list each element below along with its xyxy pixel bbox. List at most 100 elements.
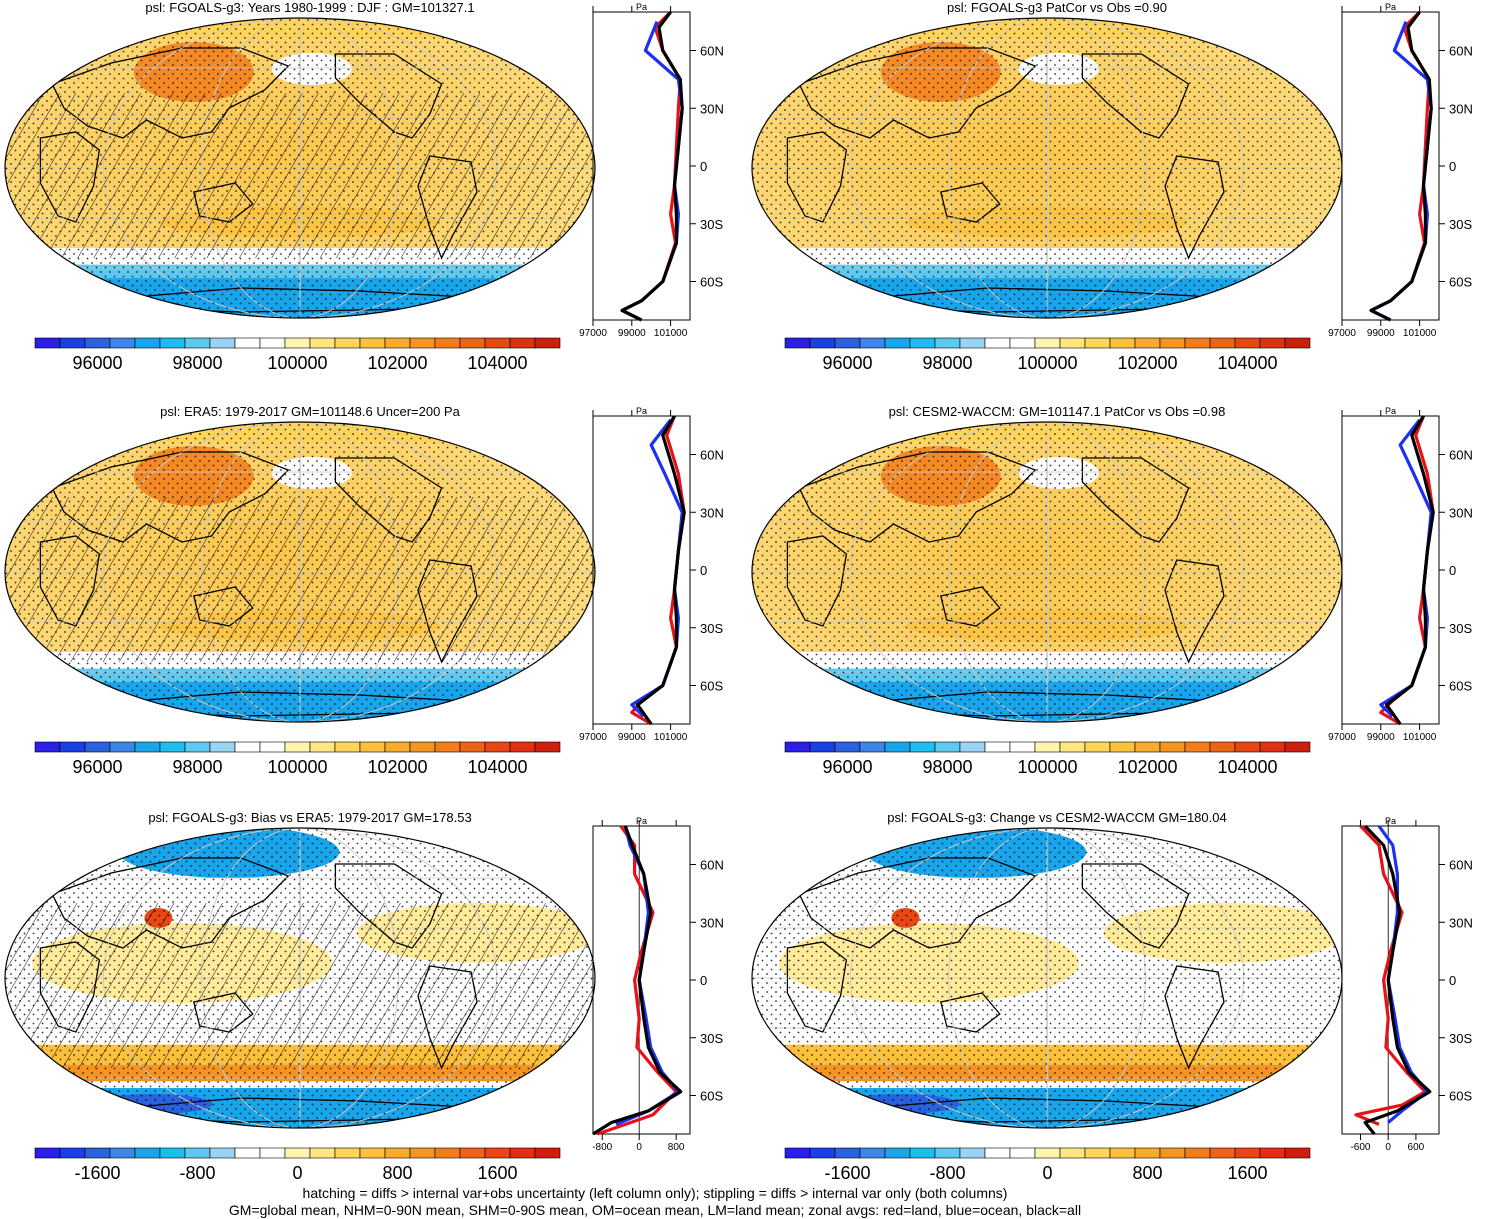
colorbar-swatch: [1084, 337, 1111, 349]
colorbar-swatch: [384, 741, 411, 753]
colorbar-swatch: [334, 337, 361, 349]
colorbar-tick-label: 0: [292, 1163, 302, 1183]
colorbar-swatch: [109, 337, 136, 349]
colorbar-swatch: [784, 741, 811, 753]
colorbar-swatch: [1009, 337, 1036, 349]
colorbar-swatch: [209, 1147, 236, 1159]
stippling: [752, 828, 1342, 1128]
colorbar-tick-label: 96000: [72, 757, 122, 777]
colorbar-swatch: [834, 1147, 861, 1159]
colorbar-swatch: [1159, 741, 1186, 753]
zonal-y-tick-label: 60N: [700, 858, 724, 873]
zonal-y-tick-label: 30S: [700, 621, 723, 636]
colorbar-swatch: [109, 1147, 136, 1159]
colorbar-swatch: [159, 1147, 186, 1159]
zonal-series-land: [1354, 824, 1427, 1126]
colorbar-swatch: [534, 337, 561, 349]
zonal-y-tick-label: 60S: [700, 679, 723, 694]
colorbar-swatch: [134, 741, 161, 753]
colorbar-swatch: [209, 741, 236, 753]
zonal-x-tick-label: 101000: [654, 328, 688, 339]
colorbar-swatch: [1184, 741, 1211, 753]
colorbar-tick-label: 102000: [367, 757, 427, 777]
colorbar-swatch: [1209, 1147, 1236, 1159]
zonal-y-tick-label: 60S: [1449, 679, 1472, 694]
zonal-x-tick-label: -600: [1350, 1142, 1370, 1153]
colorbar-swatch: [1284, 1147, 1311, 1159]
colorbar-swatch: [134, 337, 161, 349]
zonal-x-axis-label: Pa: [1385, 816, 1396, 826]
colorbar-swatch: [859, 1147, 886, 1159]
map-panel-1: [4, 17, 596, 319]
colorbar-swatch: [84, 1147, 111, 1159]
zonal-series-all: [620, 11, 684, 322]
colorbar-swatch: [459, 337, 486, 349]
colorbar-swatch: [384, 337, 411, 349]
colorbar-swatch: [1184, 337, 1211, 349]
colorbar-tick-label: 800: [1132, 1163, 1162, 1183]
colorbar-tick-label: 104000: [467, 353, 527, 373]
zonal-x-axis-label: Pa: [636, 816, 647, 826]
colorbar-2: 96000 98000 100000 102000 104000: [784, 337, 1311, 373]
zonal-y-tick-label: 30N: [700, 101, 724, 116]
colorbar-tick-label: 104000: [1217, 353, 1277, 373]
panel-title-5: psl: FGOALS-g3: Bias vs ERA5: 1979-2017 …: [148, 810, 471, 825]
footnote-line-2: GM=global mean, NHM=0-90N mean, SHM=0-90…: [228, 1202, 1082, 1218]
colorbar-swatch: [1034, 337, 1061, 349]
colorbar-swatch: [534, 1147, 561, 1159]
colorbar-swatch: [434, 1147, 461, 1159]
zonal-x-tick-label: 0: [1385, 1142, 1391, 1153]
colorbar-swatch: [1134, 337, 1161, 349]
colorbar-tick-label: 102000: [367, 353, 427, 373]
zonal-y-tick-label: 0: [1449, 159, 1456, 174]
colorbar-swatch: [809, 337, 836, 349]
zonal-x-tick-label: 97000: [1328, 328, 1356, 339]
colorbar-swatch: [84, 741, 111, 753]
colorbar-swatch: [1059, 337, 1086, 349]
footnote-line-1: hatching = diffs > internal var+obs unce…: [302, 1185, 1008, 1201]
colorbar-swatch: [184, 741, 211, 753]
colorbar-3: 96000 98000 100000 102000 104000: [34, 741, 561, 777]
zonal-series-all: [1384, 415, 1435, 725]
colorbar-tick-label: 96000: [72, 353, 122, 373]
zonal-y-tick-label: 60S: [1449, 275, 1472, 290]
colorbar-tick-label: 100000: [267, 353, 327, 373]
colorbar-swatch: [59, 1147, 86, 1159]
colorbar-swatch: [1009, 1147, 1036, 1159]
colorbar-tick-label: -800: [929, 1163, 965, 1183]
zonal-x-tick-label: 99000: [618, 328, 646, 339]
colorbar-tick-label: 102000: [1117, 757, 1177, 777]
colorbar-swatch: [484, 1147, 511, 1159]
colorbar-swatch: [34, 337, 61, 349]
colorbar-swatch: [934, 741, 961, 753]
colorbar-tick-label: 100000: [267, 757, 327, 777]
colorbar-swatch: [284, 337, 311, 349]
zonal-y-tick-label: 30S: [1449, 1031, 1472, 1046]
colorbar-tick-label: 104000: [1217, 757, 1277, 777]
zonal-series-all: [635, 415, 686, 725]
zonal-series-all: [1369, 11, 1433, 322]
colorbar-swatch: [1209, 741, 1236, 753]
zonal-y-tick-label: 30N: [1449, 101, 1473, 116]
colorbar-swatch: [884, 337, 911, 349]
colorbar-tick-label: 100000: [1017, 757, 1077, 777]
zonal-x-tick-label: 97000: [1328, 732, 1356, 743]
map-field-2: [752, 18, 1342, 318]
map-border: [4, 421, 596, 723]
colorbar-swatch: [334, 741, 361, 753]
zonal-y-tick-label: 30N: [1449, 505, 1473, 520]
colorbar-swatch: [259, 1147, 286, 1159]
colorbar-swatch: [309, 1147, 336, 1159]
zonal-x-tick-label: 99000: [1367, 328, 1395, 339]
panel-title-6: psl: FGOALS-g3: Change vs CESM2-WACCM GM…: [887, 810, 1226, 825]
colorbar-swatch: [1184, 1147, 1211, 1159]
panel-title-3: psl: ERA5: 1979-2017 GM=101148.6 Uncer=2…: [160, 404, 460, 419]
zonal-y-tick-label: 0: [1449, 973, 1456, 988]
colorbar-swatch: [259, 741, 286, 753]
zonal-mean-panel-2: Pa 97000 99000 101000 60N 30N 0 30S 60S: [1328, 2, 1473, 339]
colorbar-swatch: [909, 741, 936, 753]
colorbar-tick-label: 98000: [922, 353, 972, 373]
colorbar-swatch: [1109, 741, 1136, 753]
colorbar-swatch: [984, 741, 1011, 753]
zonal-x-tick-label: 600: [1408, 1142, 1425, 1153]
